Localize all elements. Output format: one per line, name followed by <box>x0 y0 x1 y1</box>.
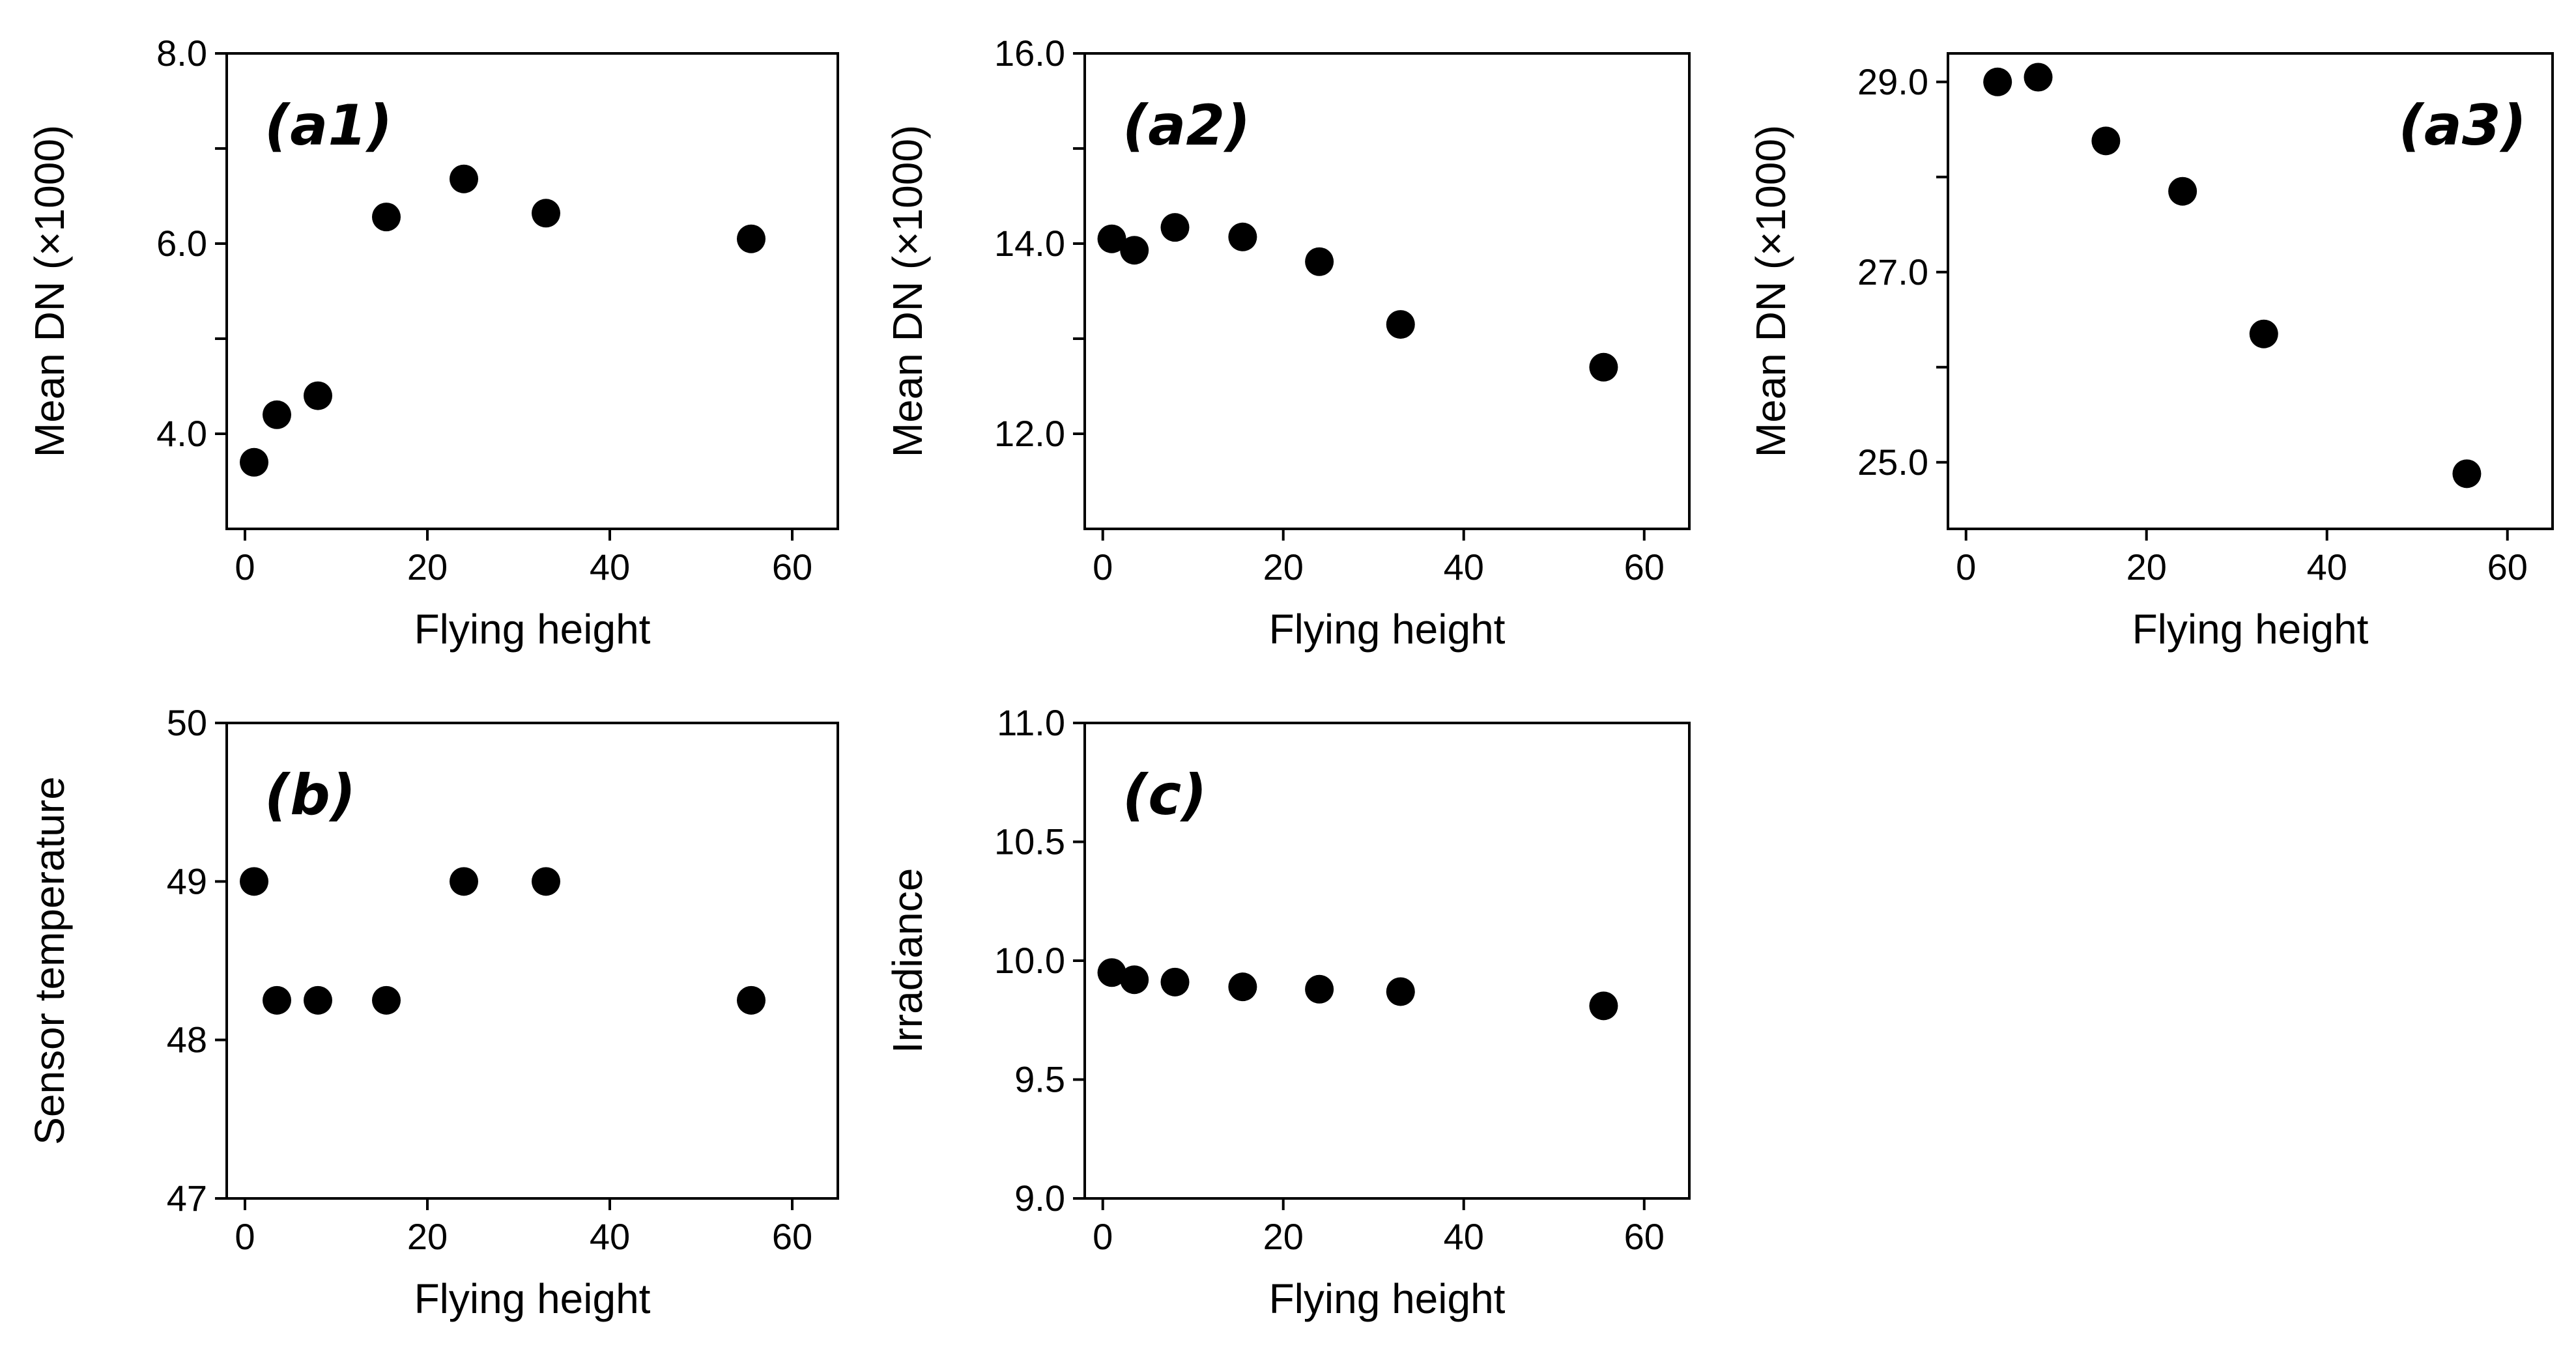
data-point-a2 <box>1160 213 1190 242</box>
data-point-c <box>1120 965 1149 995</box>
panel-label-a3: (a3) <box>2399 93 2526 158</box>
x-tick-label-a1: 60 <box>772 546 812 587</box>
data-point-a2 <box>1120 236 1149 265</box>
data-point-a2 <box>1228 222 1257 251</box>
panel-c: 0 20 40 60 9.0 9.5 10.0 10.5 11.0 Flying height Ir… <box>884 702 1691 1322</box>
y-tick-label-c: 9.0 <box>1014 1178 1065 1219</box>
data-point-b <box>372 985 401 1015</box>
data-point-a3 <box>2249 319 2278 348</box>
x-axis-label-b: Flying height <box>414 1275 651 1322</box>
data-point-a3 <box>2024 63 2053 92</box>
data-point-a2 <box>1386 310 1415 339</box>
y-tick-label-b: 50 <box>167 702 207 743</box>
panel-label-b: (b) <box>265 763 356 828</box>
x-axis-label-a3: Flying height <box>2132 606 2369 653</box>
data-point-a2 <box>1097 224 1126 253</box>
data-point-a1 <box>263 400 291 429</box>
x-tick-label-a3: 60 <box>2487 546 2528 587</box>
x-tick-label-b: 0 <box>235 1216 255 1257</box>
data-point-b <box>450 867 478 896</box>
y-tick-label-c: 10.5 <box>994 821 1065 862</box>
y-axis-label-a2: Mean DN (×1000) <box>884 125 931 457</box>
y-axis-label-a1: Mean DN (×1000) <box>26 125 73 457</box>
x-tick-label-a1: 0 <box>235 546 255 587</box>
x-tick-label-a2: 0 <box>1093 546 1113 587</box>
x-tick-label-a2: 40 <box>1444 546 1484 587</box>
x-tick-label-a3: 40 <box>2307 546 2347 587</box>
panel-label-c: (c) <box>1123 763 1207 828</box>
x-tick-label-a2: 60 <box>1624 546 1665 587</box>
x-tick-label-b: 60 <box>772 1216 812 1257</box>
data-point-a1 <box>372 203 401 232</box>
data-point-a1 <box>737 224 766 253</box>
y-tick-label-b: 48 <box>167 1019 207 1060</box>
data-point-c <box>1097 958 1126 987</box>
plot-frame-a2 <box>1083 52 1691 530</box>
x-tick-label-a1: 20 <box>407 546 448 587</box>
plot-frame-b <box>225 722 839 1200</box>
x-axis-label-a2: Flying height <box>1269 606 1506 653</box>
y-tick-label-b: 47 <box>167 1178 207 1219</box>
panel-label-a1: (a1) <box>265 93 392 158</box>
x-tick-label-b: 40 <box>590 1216 630 1257</box>
data-point-a1 <box>240 447 268 477</box>
y-tick-label-b: 49 <box>167 860 207 901</box>
x-tick-label-a2: 20 <box>1263 546 1304 587</box>
data-point-a2 <box>1305 247 1334 276</box>
panel-a2: 0 20 40 60 12.0 14.0 16.0 Flying height Mean DN … <box>884 33 1691 653</box>
panel-label-a2: (a2) <box>1123 93 1250 158</box>
x-tick-label-a3: 20 <box>2126 546 2167 587</box>
x-tick-label-c: 0 <box>1093 1216 1113 1257</box>
x-axis-label-c: Flying height <box>1269 1275 1506 1322</box>
data-point-c <box>1386 977 1415 1006</box>
y-tick-label-a3: 25.0 <box>1857 442 1928 483</box>
data-point-b <box>240 867 268 896</box>
y-axis-label-a3: Mean DN (×1000) <box>1747 125 1794 457</box>
data-point-b <box>263 985 291 1015</box>
x-tick-label-a3: 0 <box>1956 546 1976 587</box>
y-tick-label-a2: 14.0 <box>994 223 1065 264</box>
x-axis-label-a1: Flying height <box>414 606 651 653</box>
y-tick-label-a1: 4.0 <box>156 413 207 454</box>
data-point-c <box>1228 972 1257 1002</box>
panel-b: 0 20 40 60 47 48 49 50 Flying height Sensor tempe… <box>26 702 839 1322</box>
x-tick-label-c: 60 <box>1624 1216 1665 1257</box>
panel-a3: 0 20 40 60 25.0 27.0 29.0 Flying height Mean DN … <box>1747 52 2554 653</box>
data-point-a3 <box>2168 177 2197 206</box>
x-tick-label-a1: 40 <box>590 546 630 587</box>
y-axis-label-c: Irradiance <box>884 868 931 1054</box>
plot-frame-a3 <box>1947 52 2554 530</box>
plot-frame-a1 <box>225 52 839 530</box>
y-tick-label-a1: 8.0 <box>156 33 207 74</box>
data-point-a2 <box>1589 352 1618 382</box>
data-point-a3 <box>2452 459 2482 488</box>
y-tick-label-a3: 27.0 <box>1857 251 1928 292</box>
y-tick-label-c: 10.0 <box>994 940 1065 981</box>
data-point-a3 <box>2091 126 2121 156</box>
data-point-a1 <box>532 199 560 228</box>
y-tick-label-c: 9.5 <box>1014 1059 1065 1100</box>
panel-a1: 0 20 40 60 4.0 6.0 8.0 Flying height Mean DN (×1… <box>26 33 839 653</box>
data-point-b <box>532 867 560 896</box>
x-tick-label-c: 20 <box>1263 1216 1304 1257</box>
data-point-b <box>304 985 332 1015</box>
x-tick-label-b: 20 <box>407 1216 448 1257</box>
y-axis-label-b: Sensor temperature <box>26 776 73 1145</box>
x-tick-label-c: 40 <box>1444 1216 1484 1257</box>
y-tick-label-c: 11.0 <box>997 702 1065 743</box>
data-point-c <box>1160 967 1190 997</box>
y-tick-label-a3: 29.0 <box>1857 61 1928 102</box>
y-tick-label-a2: 12.0 <box>994 413 1065 454</box>
y-tick-label-a1: 6.0 <box>156 223 207 264</box>
data-point-a1 <box>304 381 332 410</box>
data-point-a3 <box>1983 67 2012 96</box>
y-tick-label-a2: 16.0 <box>994 33 1065 74</box>
data-point-c <box>1305 974 1334 1004</box>
data-point-a1 <box>450 164 478 193</box>
data-point-c <box>1589 991 1618 1021</box>
data-point-b <box>737 985 766 1015</box>
